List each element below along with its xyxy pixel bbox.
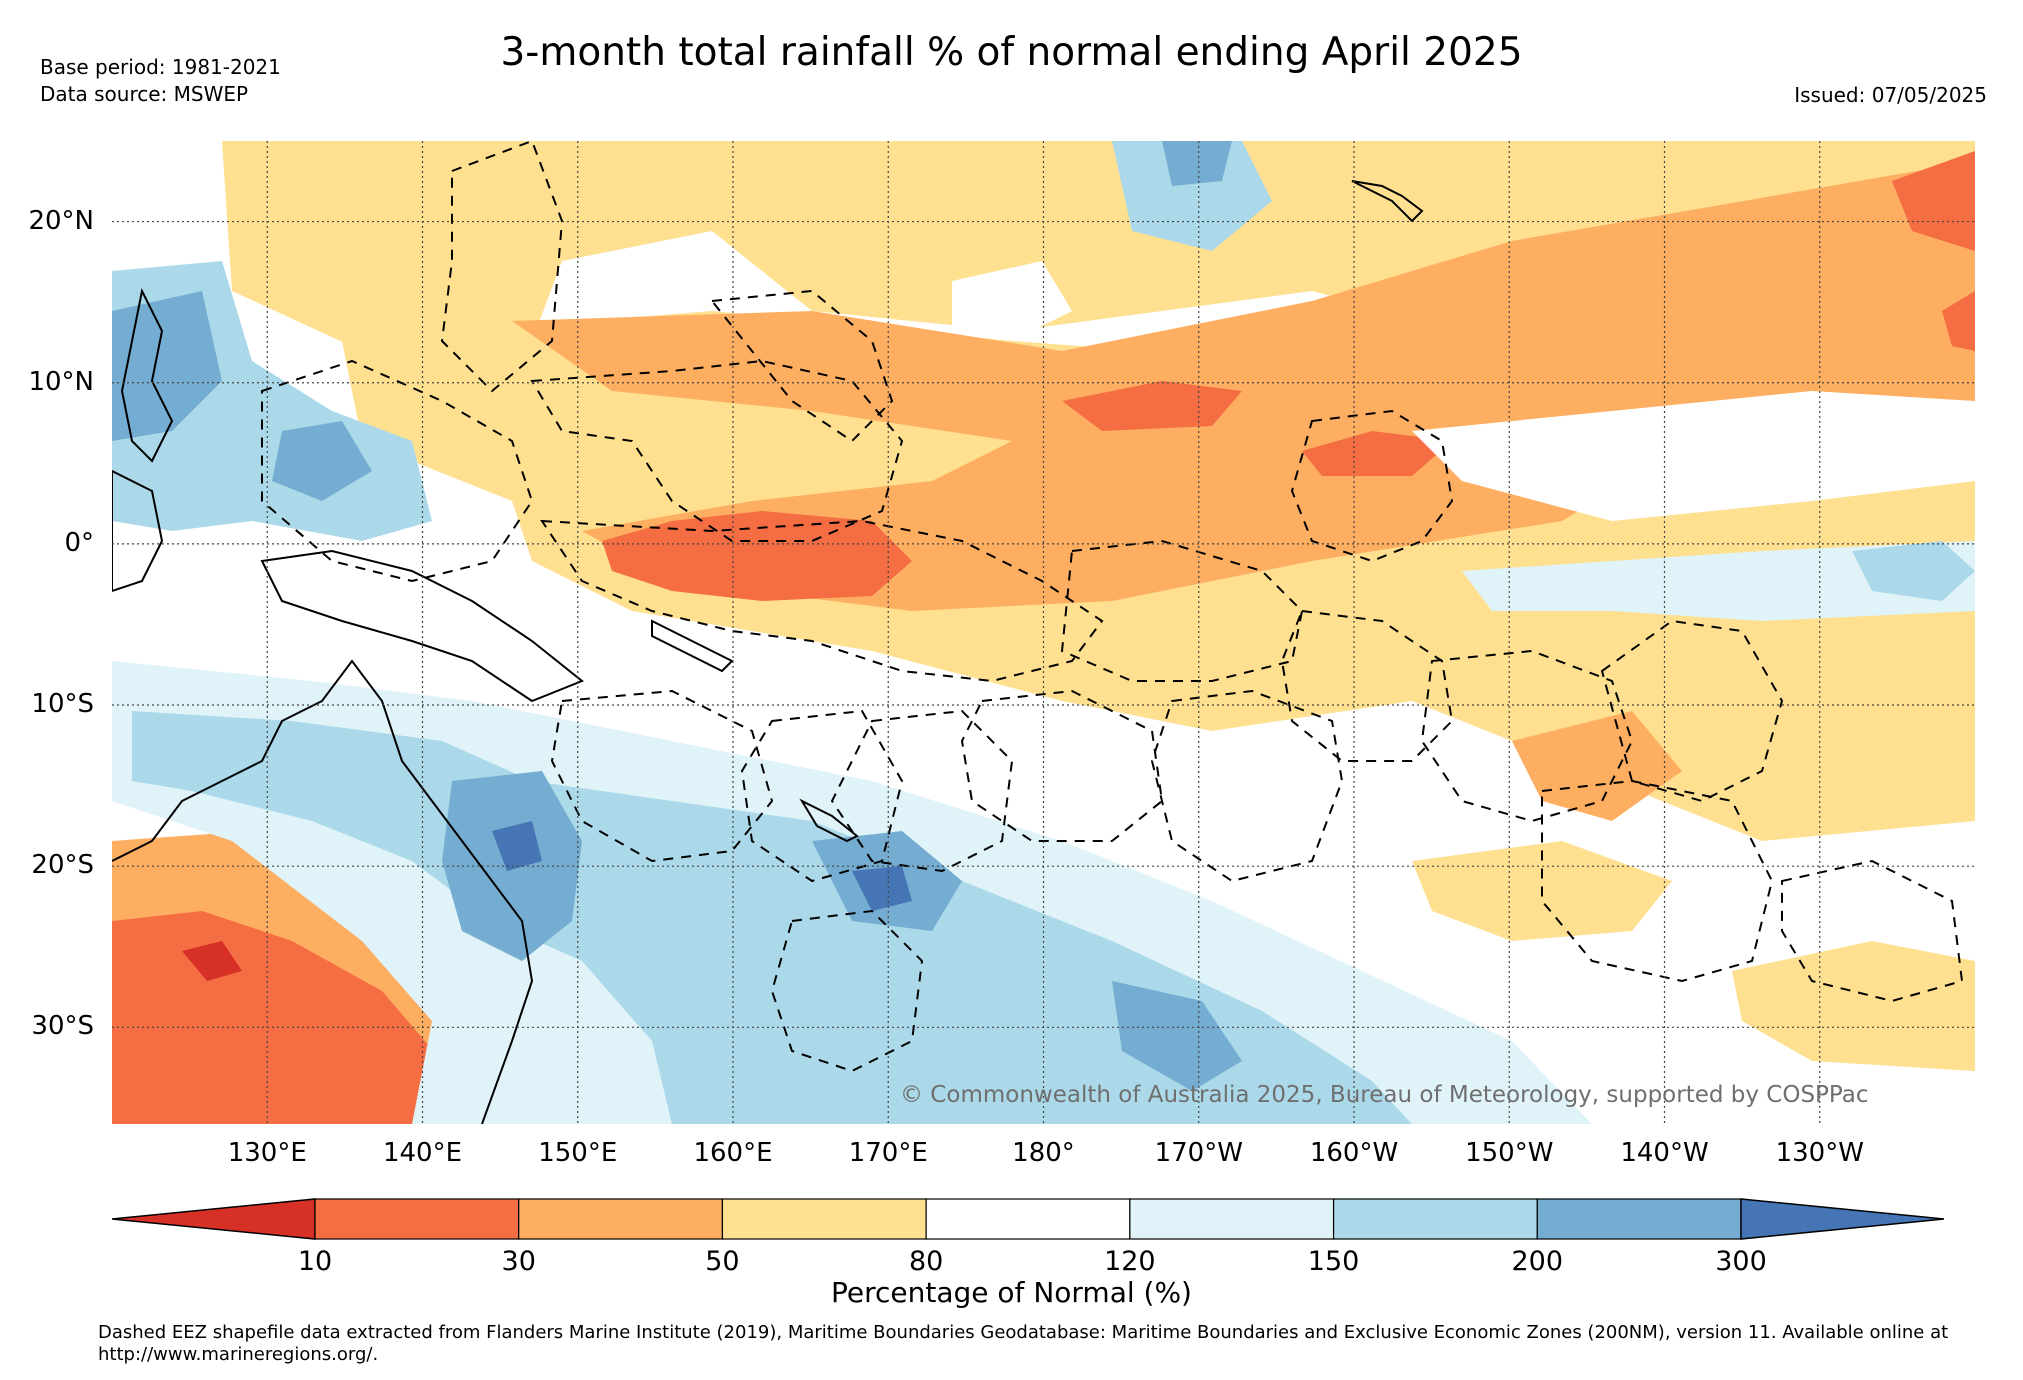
eez-line xyxy=(770,909,924,1073)
eez-line xyxy=(1420,649,1634,823)
colorbar xyxy=(112,1198,1944,1240)
lon-label: 160°W xyxy=(1309,1138,1399,1168)
colorbar-extend-high xyxy=(1740,1198,1944,1240)
lon-label: 130°E xyxy=(227,1138,307,1168)
footnote: Dashed EEZ shapefile data extracted from… xyxy=(98,1322,1949,1365)
field-red-north xyxy=(1062,381,1242,431)
gridlines xyxy=(112,141,1975,1124)
eez-boundaries xyxy=(261,141,1964,1073)
rainfall-map xyxy=(112,141,1975,1124)
map-canvas xyxy=(112,141,1975,1124)
eez-line xyxy=(1600,619,1784,803)
field-orange-south-pacific xyxy=(1512,711,1682,821)
data-source-text: Data source: MSWEP xyxy=(40,82,249,106)
lon-label: 130°W xyxy=(1775,1138,1864,1168)
eez-line xyxy=(740,709,904,883)
field-yellow-southeast xyxy=(1732,941,1975,1071)
colorbar-segment xyxy=(721,1198,927,1240)
field-blue-west2 xyxy=(272,421,372,501)
field-blue-north2 xyxy=(1162,141,1232,186)
field-red-ne2 xyxy=(1942,291,1975,351)
eez-line xyxy=(710,289,894,443)
field-darkred-aus xyxy=(182,941,242,981)
lat-label: 20°S xyxy=(31,850,94,881)
coast-new-guinea xyxy=(260,549,584,703)
colorbar-tick-label: 50 xyxy=(705,1246,740,1277)
colorbar-title: Percentage of Normal (%) xyxy=(831,1276,1192,1309)
base-period-text: Base period: 1981-2021 xyxy=(40,55,281,79)
colorbar-tick-label: 30 xyxy=(501,1246,536,1277)
field-blue-north xyxy=(1112,141,1272,251)
colorbar-tick-label: 80 xyxy=(908,1246,944,1277)
coast-australia xyxy=(112,659,534,1124)
colorbar-segment xyxy=(518,1198,724,1240)
issued-date: Issued: 07/05/2025 xyxy=(1794,83,1987,107)
field-red-ne xyxy=(1892,151,1975,251)
eez-line xyxy=(261,359,534,583)
field-blue-tasman xyxy=(1112,981,1242,1091)
coast-borneo xyxy=(112,469,164,593)
field-paleblue-east xyxy=(1462,541,1975,621)
field-red-east xyxy=(1302,431,1452,476)
lon-label: 160°E xyxy=(693,1138,773,1168)
chart-title: 3-month total rainfall % of normal endin… xyxy=(500,30,1523,75)
eez-line xyxy=(550,689,774,863)
lon-label: 140°W xyxy=(1620,1138,1709,1168)
colorbar-segment xyxy=(1129,1198,1335,1240)
lon-label: 150°W xyxy=(1465,1138,1554,1168)
coast-philippines xyxy=(120,287,174,463)
colorbar-segment xyxy=(314,1198,520,1240)
eez-line xyxy=(1150,689,1344,883)
eez-line xyxy=(960,689,1164,842)
field-red-equator xyxy=(602,511,912,601)
field-darkblue-nc xyxy=(852,866,912,911)
colorbar-tick-label: 200 xyxy=(1511,1246,1564,1277)
rainfall-fields xyxy=(112,141,1975,1124)
colorbar-extend-low xyxy=(112,1198,316,1240)
lon-label: 170°W xyxy=(1154,1138,1243,1168)
colorbar-tick-label: 300 xyxy=(1715,1246,1767,1277)
coastlines xyxy=(112,180,1424,1124)
colorbar-tick-label: 10 xyxy=(297,1246,333,1277)
eez-line xyxy=(530,359,904,542)
field-orange-band xyxy=(512,161,1975,611)
lat-label: 10°N xyxy=(28,366,94,397)
eez-line xyxy=(1541,779,1774,983)
colorbar-tick-label: 120 xyxy=(1104,1246,1156,1277)
colorbar-segment xyxy=(1536,1198,1742,1240)
field-white-east xyxy=(1412,391,1975,521)
field-white-sp xyxy=(662,661,1975,1124)
lat-label: 10°S xyxy=(31,689,94,720)
field-lightblue-east xyxy=(1852,541,1975,601)
lat-label: 30°S xyxy=(31,1011,94,1042)
colorbar-segment xyxy=(1332,1198,1538,1240)
lon-label: 180° xyxy=(1012,1138,1075,1168)
eez-line xyxy=(830,709,1014,873)
field-darkblue-qld xyxy=(492,821,542,871)
copyright-notice: © Commonwealth of Australia 2025, Bureau… xyxy=(900,1082,1869,1108)
coast-new-caledonia xyxy=(799,798,859,843)
eez-line xyxy=(1280,609,1454,762)
colorbar-segment xyxy=(925,1198,1131,1240)
coast-solomon xyxy=(651,619,734,673)
lat-label: 0° xyxy=(64,527,94,558)
lon-label: 140°E xyxy=(382,1138,463,1168)
lon-label: 150°E xyxy=(538,1138,618,1168)
colorbar-tick-label: 150 xyxy=(1307,1246,1360,1277)
field-blue-west xyxy=(112,291,222,441)
eez-line xyxy=(440,141,564,393)
eez-line xyxy=(1290,409,1454,563)
eez-line xyxy=(540,519,1104,683)
field-white-central xyxy=(952,261,1072,341)
lon-label: 170°E xyxy=(848,1138,928,1168)
lat-label: 20°N xyxy=(28,205,94,236)
coast-hawaii xyxy=(1351,180,1424,223)
meta-left: Base period: 1981-2021 Data source: MSWE… xyxy=(40,54,281,108)
